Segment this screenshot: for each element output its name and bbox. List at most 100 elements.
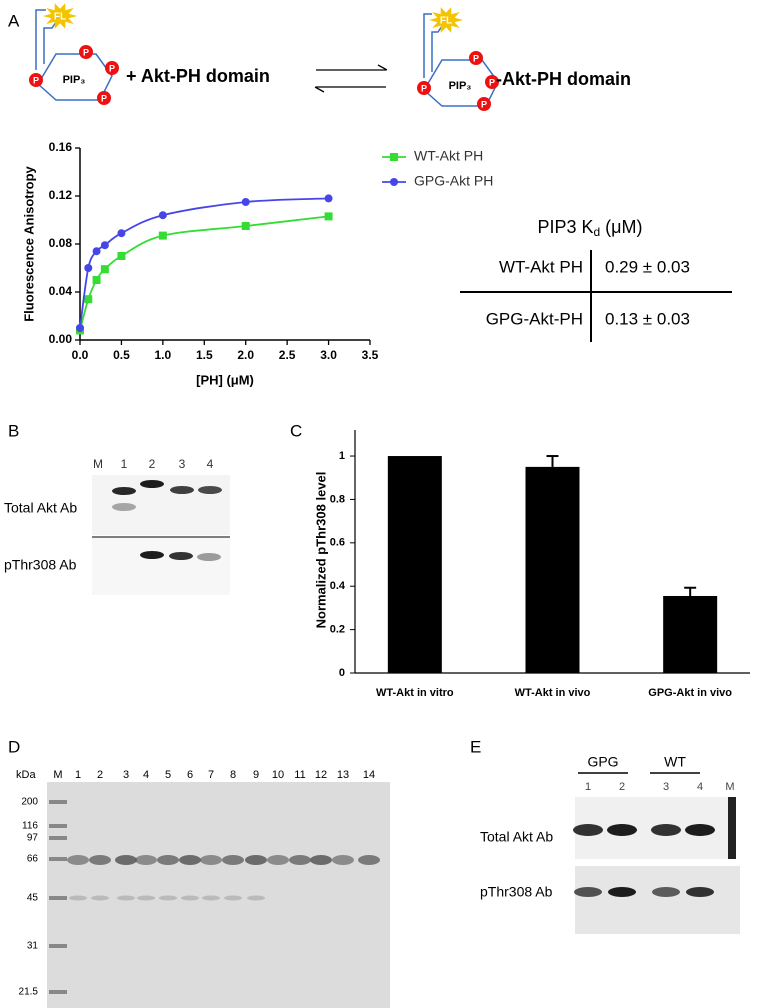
phosphate	[477, 97, 491, 111]
phosphate	[97, 91, 111, 105]
table-title-unit: (μM)	[600, 217, 642, 237]
y-tick-label: 1	[339, 450, 345, 462]
marker-band	[49, 990, 67, 994]
gel-band	[200, 855, 222, 865]
y-tick-label: 0.12	[49, 188, 73, 202]
legend-marker	[390, 153, 398, 161]
phosphate-label: P	[33, 75, 39, 85]
arrow-head	[377, 64, 388, 71]
blot-band	[651, 824, 681, 836]
data-point	[84, 295, 93, 304]
gel-band	[310, 855, 332, 865]
blot-row-label: pThr308 Ab	[480, 884, 553, 900]
table-row-name: WT-Akt PH	[499, 257, 583, 276]
table-title-main: PIP3 K	[537, 217, 593, 237]
marker-label: 97	[27, 833, 39, 844]
data-point	[100, 265, 109, 274]
marker-label: 21.5	[19, 987, 39, 998]
blot-band	[170, 486, 194, 494]
gel-band	[202, 895, 220, 901]
pip3-ring	[37, 53, 113, 101]
x-tick-label: WT-Akt in vitro	[376, 687, 454, 699]
fluorophore-label: FL	[440, 16, 452, 27]
bar	[663, 595, 718, 673]
data-point	[158, 231, 167, 240]
x-tick-label: 1.0	[155, 348, 172, 362]
series-line	[79, 197, 329, 329]
gel-band	[115, 855, 137, 865]
x-tick-label: WT-Akt in vivo	[515, 687, 591, 699]
marker-label: 45	[27, 893, 39, 904]
blot-band	[685, 824, 715, 836]
lane-label: 2	[97, 769, 103, 781]
panel-label: C	[290, 421, 302, 440]
gel-band	[137, 895, 155, 901]
blot-band	[112, 503, 136, 511]
table-title-sub: d	[593, 225, 600, 239]
blot-row-label: pThr308 Ab	[4, 557, 77, 573]
x-tick-label: 3.0	[320, 348, 337, 362]
x-tick-label: 0.0	[72, 348, 89, 362]
legend-label: WT-Akt PH	[414, 148, 483, 164]
data-point	[76, 324, 84, 332]
marker-band	[49, 944, 67, 948]
lane-label: 2	[149, 457, 156, 471]
y-axis-label: Normalized pThr308 level	[313, 472, 328, 629]
gel-band	[89, 855, 111, 865]
y-tick-label: 0	[339, 667, 345, 679]
gel-band	[157, 855, 179, 865]
x-tick-label: 2.0	[237, 348, 254, 362]
blot-band	[652, 887, 680, 897]
lane-label: 6	[187, 769, 193, 781]
phosphate	[79, 45, 93, 59]
gel-band	[67, 855, 89, 865]
table-row-value: 0.29 ± 0.03	[605, 257, 690, 276]
fluorophore-star	[429, 7, 463, 33]
legend-marker	[390, 178, 398, 186]
marker-band	[49, 836, 67, 840]
phosphate	[29, 73, 43, 87]
gel-band	[159, 895, 177, 901]
data-point	[117, 229, 126, 238]
blot-row-label: Total Akt Ab	[480, 829, 553, 845]
lane-label: M	[725, 781, 734, 793]
marker-band	[49, 896, 67, 900]
marker-label: 31	[27, 941, 39, 952]
gel-band	[222, 855, 244, 865]
table-title: PIP3 Kd (μM)	[537, 217, 642, 239]
arrow-head	[314, 86, 325, 93]
marker-band	[49, 857, 67, 861]
x-tick-label: 1.5	[196, 348, 213, 362]
fluorophore-label: FL	[54, 12, 66, 23]
scheme-right-text: -Akt-PH domain	[496, 69, 631, 89]
phosphate-label: P	[481, 99, 487, 109]
phosphate	[417, 81, 431, 95]
gel-band	[245, 855, 267, 865]
blot-band	[140, 551, 164, 559]
blot-band	[573, 824, 603, 836]
blot-band	[197, 553, 221, 561]
pip3-label: PIP₃	[449, 80, 472, 92]
y-tick-label: 0.16	[49, 140, 73, 154]
lane-label: 5	[165, 769, 171, 781]
gel-band	[181, 895, 199, 901]
data-point	[92, 276, 101, 284]
phosphate-label: P	[489, 77, 495, 87]
x-tick-label: GPG-Akt in vivo	[648, 687, 732, 699]
gel-band	[91, 895, 109, 901]
marker-label: 66	[27, 854, 39, 865]
y-tick-label: 0.6	[330, 537, 345, 549]
lane-label: 4	[143, 769, 149, 781]
linker	[43, 21, 57, 64]
linker	[35, 9, 46, 70]
lane-label: 14	[363, 769, 375, 781]
lane-label: 10	[272, 769, 284, 781]
blot-row-label: Total Akt Ab	[4, 500, 77, 516]
y-tick-label: 0.04	[49, 284, 73, 298]
group-label: WT	[664, 754, 686, 770]
data-point	[241, 198, 250, 206]
lane-label: 3	[663, 781, 669, 793]
y-tick-label: 0.4	[330, 580, 346, 592]
phosphate	[105, 61, 119, 75]
